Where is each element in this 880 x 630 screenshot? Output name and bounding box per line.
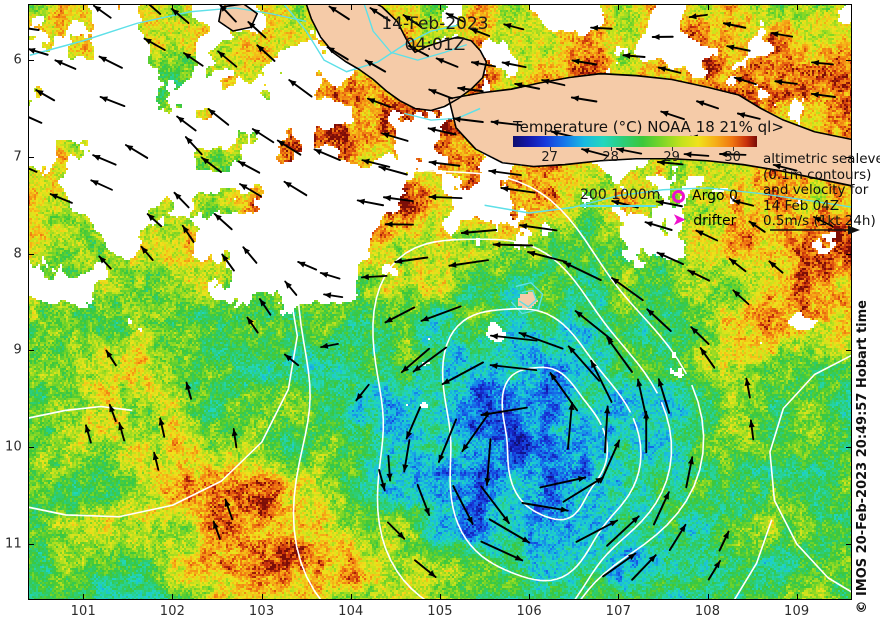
x-tick-mark (440, 594, 441, 600)
altimetry-line-4: 0.5m/s (1kt 24h) (763, 213, 876, 229)
colorbar-tick-label: 27 (541, 150, 558, 165)
x-tick-label: 101 (70, 604, 96, 619)
x-tick-mark (707, 594, 709, 600)
y-tick-mark (846, 447, 852, 449)
x-tick-mark (350, 4, 352, 10)
colorbar-tick-label: 28 (602, 150, 619, 165)
argo-legend-label: Argo 0 (692, 188, 738, 204)
x-tick-mark (796, 594, 798, 600)
x-tick-mark (440, 4, 441, 10)
bathymetry-legend-line (580, 205, 656, 207)
y-tick-mark (846, 253, 852, 255)
y-tick-label: 11 (5, 536, 22, 552)
x-tick-mark (618, 4, 620, 10)
x-tick-mark (618, 594, 620, 600)
y-tick-mark (28, 350, 34, 352)
y-tick-label: 7 (13, 149, 22, 165)
y-tick-mark (846, 543, 852, 545)
stamp-date: 14-Feb-2023 (381, 14, 489, 34)
x-tick-label: 106 (516, 604, 542, 619)
credit-text: © IMOS 20-Feb-2023 20:49:57 Hobart time (855, 300, 870, 614)
colorbar-tick-mark (610, 147, 612, 151)
x-tick-label: 102 (159, 604, 186, 619)
x-tick-mark (261, 4, 263, 10)
x-tick-mark (529, 4, 531, 10)
y-tick-label: 6 (13, 52, 22, 68)
x-tick-mark (261, 594, 263, 600)
colorbar[interactable] (513, 136, 757, 147)
x-tick-label: 107 (605, 604, 632, 619)
x-tick-mark (83, 594, 85, 600)
y-tick-label: 8 (13, 246, 22, 262)
altimetry-legend-block: altimetric sealevel (0.1m contours) and … (763, 151, 880, 230)
velocity-scale-arrow-icon (770, 225, 860, 235)
colorbar-tick-label: 30 (724, 150, 741, 165)
y-tick-mark (28, 447, 34, 449)
x-tick-label: 108 (694, 604, 721, 619)
y-tick-mark (28, 543, 34, 545)
x-tick-mark (83, 4, 85, 10)
x-tick-mark (172, 594, 174, 600)
bathymetry-legend-label: 200 1000m (580, 187, 661, 203)
y-tick-label: 9 (13, 342, 22, 358)
y-tick-mark (846, 60, 852, 62)
x-tick-label: 103 (248, 604, 275, 619)
altimetry-line-3: 14 Feb 04Z (763, 197, 840, 214)
drifter-legend-label: drifter (693, 212, 737, 229)
x-tick-label: 104 (338, 604, 364, 619)
sst-map-plot-area[interactable] (28, 4, 852, 600)
colorbar-title: Temperature (°C) NOAA 18 21% ql> (513, 118, 784, 136)
x-tick-mark (350, 594, 352, 600)
x-tick-mark (707, 4, 709, 10)
altimetry-line-2: and velocity for (763, 182, 869, 198)
x-tick-label: 109 (783, 604, 810, 619)
drifter-arrow-icon: ➤ (672, 210, 687, 230)
stamp-time: 04:01Z (404, 35, 466, 55)
date-time-stamp: 14-Feb-2023 04:01Z (380, 14, 490, 56)
argo-legend-entry: Argo 0 (672, 188, 738, 204)
x-tick-label: 105 (427, 604, 453, 619)
colorbar-tick-mark (732, 147, 734, 151)
x-tick-mark (172, 4, 174, 10)
colorbar-tick-mark (671, 147, 673, 151)
y-tick-label: 10 (5, 439, 22, 455)
altimetry-line-1: (0.1m contours) (763, 166, 872, 183)
y-tick-mark (28, 253, 34, 255)
colorbar-tick-mark (549, 147, 551, 151)
argo-circle-icon (672, 189, 685, 203)
colorbar-tick-label: 29 (663, 150, 680, 165)
x-tick-mark (796, 4, 798, 10)
y-tick-mark (28, 60, 34, 62)
altimetry-line-0: altimetric sealevel (763, 151, 880, 167)
map-overlay-vectors (28, 4, 852, 600)
y-tick-mark (846, 156, 852, 158)
y-tick-mark (28, 156, 34, 158)
drifter-legend-entry: ➤ drifter (672, 212, 736, 229)
y-tick-mark (846, 350, 852, 352)
x-tick-mark (529, 594, 531, 600)
